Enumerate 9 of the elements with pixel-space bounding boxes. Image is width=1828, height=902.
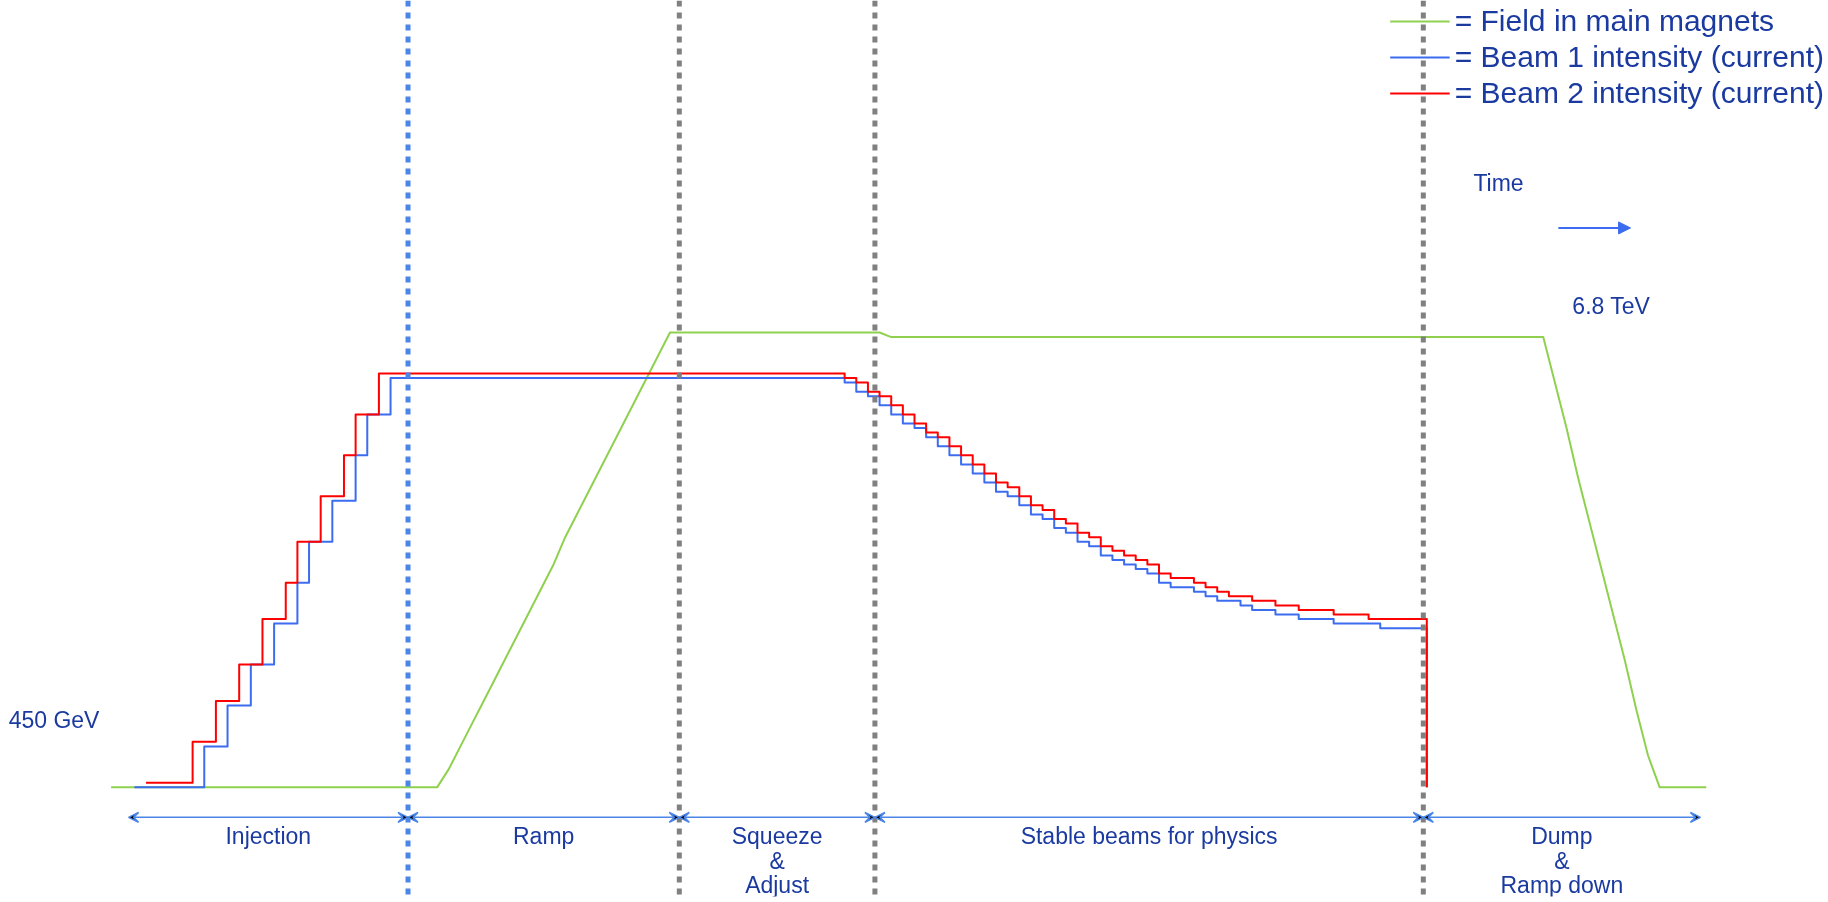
legend-label: = Field in main magnets (1454, 4, 1774, 38)
text: Stable beams for physics (1020, 822, 1278, 849)
legend-label: = Beam 2 intensity (current) (1454, 76, 1824, 110)
legend-label: = Beam 1 intensity (current) (1454, 40, 1824, 74)
text: 6.8 TeV (1572, 292, 1651, 319)
annotation: 450 GeV (8, 706, 101, 733)
text: Injection (225, 822, 312, 849)
text: Ramp (512, 822, 575, 849)
text: Time (1473, 170, 1524, 197)
